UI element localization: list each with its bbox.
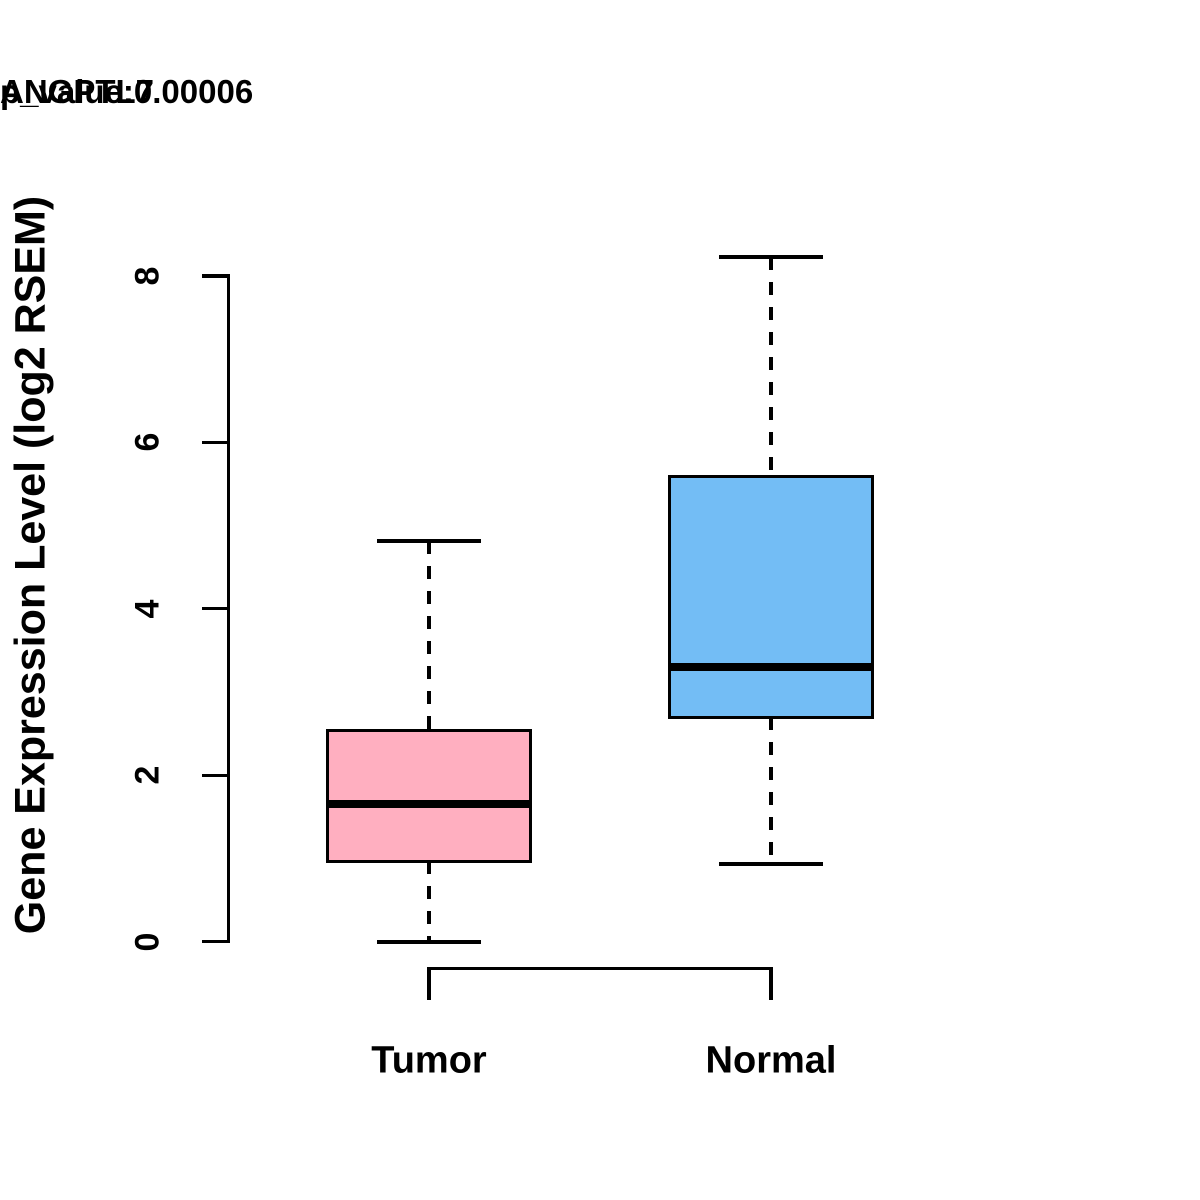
y-tick [201, 773, 227, 777]
x-axis-tick-normal [769, 966, 773, 1000]
median-line-tumor [326, 799, 532, 808]
y-tick [201, 607, 227, 611]
box-normal [668, 474, 874, 719]
whisker-cap-lower-tumor [377, 939, 481, 944]
whisker-upper-tumor [427, 541, 431, 731]
whisker-upper-normal [769, 256, 773, 477]
whisker-cap-upper-normal [719, 254, 823, 259]
y-tick-label: 2 [128, 765, 167, 785]
y-tick-label: 8 [128, 266, 167, 286]
y-axis-line [226, 274, 230, 944]
y-tick [201, 440, 227, 444]
chart-subtitle: p_value:0.00006 [0, 73, 254, 110]
x-category-label-tumor: Tumor [371, 1039, 487, 1082]
x-category-label-normal: Normal [705, 1039, 837, 1082]
y-tick-label: 6 [128, 432, 167, 452]
box-tumor [326, 728, 532, 863]
y-tick-label: 4 [128, 599, 167, 619]
y-tick-label: 0 [128, 932, 167, 952]
chart-title: ANGPTL7 [0, 73, 155, 110]
median-line-normal [668, 663, 874, 672]
y-tick [201, 274, 227, 278]
whisker-cap-lower-normal [719, 862, 823, 867]
x-axis-tick-tumor [427, 966, 431, 1000]
x-axis-line [427, 966, 773, 970]
whisker-lower-tumor [427, 860, 431, 942]
whisker-cap-upper-tumor [377, 539, 481, 544]
y-tick [201, 940, 227, 944]
whisker-lower-normal [769, 716, 773, 865]
